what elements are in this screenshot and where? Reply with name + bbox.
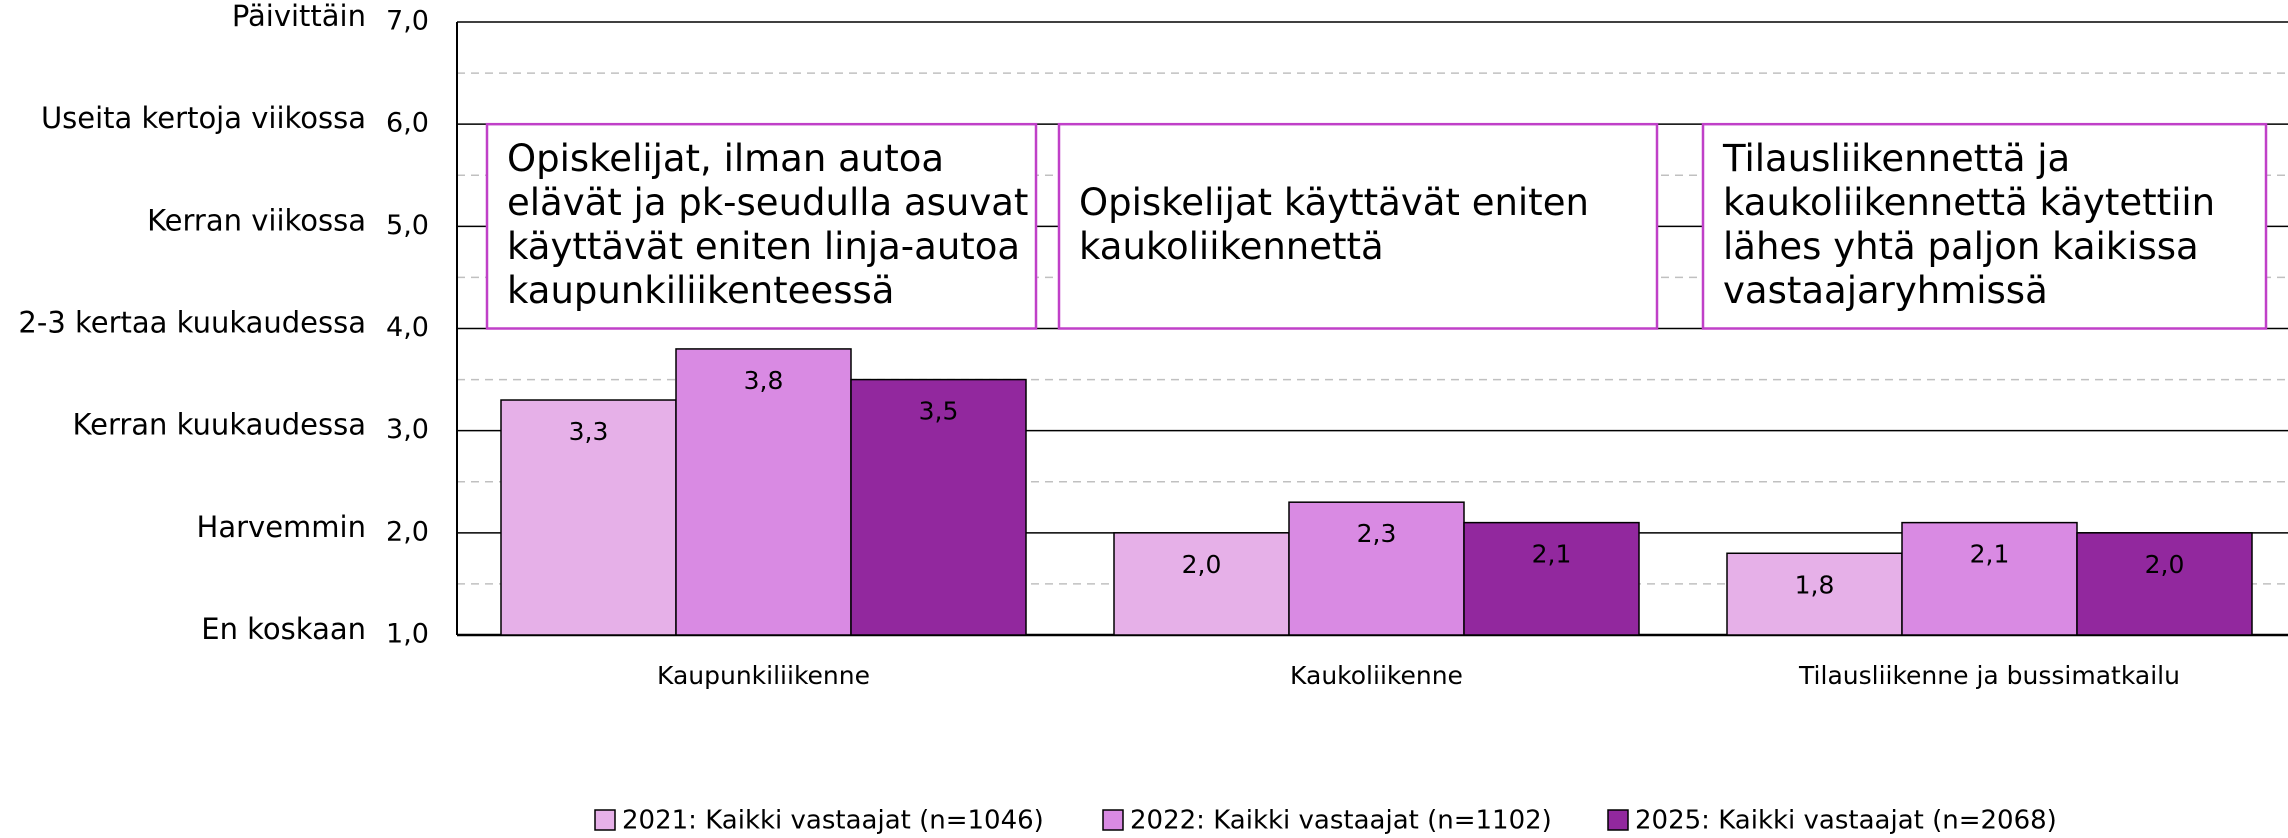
- annotation-text: Tilausliikennettä ja: [1722, 137, 2070, 180]
- x-tick-label: Tilausliikenne ja bussimatkailu: [1798, 661, 2180, 690]
- y-tick-name: Kerran viikossa: [147, 203, 366, 237]
- annotation-text: kaukoliikennettä käytettiin: [1723, 181, 2215, 224]
- annotation-text: Opiskelijat käyttävät eniten: [1079, 181, 1589, 224]
- bar: [1901, 521, 2078, 636]
- annotation-text: Opiskelijat, ilman autoa: [507, 137, 944, 180]
- x-tick-label: Kaupunkiliikenne: [657, 661, 870, 690]
- data-label: 3,8: [744, 366, 784, 395]
- bar: [1288, 501, 1465, 636]
- y-tick-name: Päivittäin: [232, 0, 366, 33]
- x-tick-label: Kaukoliikenne: [1290, 661, 1463, 690]
- annotation-text: kaukoliikennettä: [1079, 225, 1384, 268]
- legend-swatch: [1607, 809, 1629, 831]
- annotation-box: [1057, 122, 1659, 330]
- bar: [675, 348, 852, 636]
- data-label: 2,3: [1357, 519, 1397, 548]
- bar: [2076, 532, 2253, 636]
- data-label: 2,1: [1970, 540, 2010, 569]
- bar: [500, 399, 677, 636]
- legend-label: 2021: Kaikki vastaajat (n=1046): [622, 806, 1044, 836]
- annotation-box: [485, 122, 1038, 330]
- bar: [1726, 552, 1903, 636]
- data-label: 3,5: [919, 397, 959, 426]
- y-tick-label: 2,0: [386, 516, 429, 547]
- bar: [850, 378, 1027, 636]
- data-label: 2,0: [2145, 550, 2185, 579]
- y-tick-label: 1,0: [386, 619, 429, 650]
- data-label: 3,3: [569, 417, 609, 446]
- y-tick-label: 3,0: [386, 414, 429, 445]
- y-tick-name: 2-3 kertaa kuukaudessa: [18, 306, 366, 340]
- annotation-text: lähes yhtä paljon kaikissa: [1723, 225, 2199, 268]
- legend-label: 2025: Kaikki vastaajat (n=2068): [1635, 806, 2057, 836]
- annotation-text: kaupunkiliikenteessä: [507, 269, 894, 312]
- annotation-text: käyttävät eniten linja-autoa: [507, 225, 1020, 268]
- y-tick-name: Useita kertoja viikossa: [41, 101, 366, 135]
- data-label: 2,0: [1182, 550, 1222, 579]
- legend-swatch: [594, 809, 616, 831]
- bar: [1113, 532, 1290, 636]
- annotation-box: [1701, 122, 2268, 330]
- y-tick-label: 7,0: [386, 6, 429, 37]
- y-tick-label: 5,0: [386, 210, 429, 241]
- data-label: 2,1: [1532, 540, 1572, 569]
- data-label: 1,8: [1795, 570, 1835, 599]
- y-tick-name: Harvemmin: [197, 510, 366, 544]
- legend-swatch: [1102, 809, 1124, 831]
- annotation-text: vastaajaryhmissä: [1723, 269, 2048, 312]
- annotation-text: elävät ja pk-seudulla asuvat: [507, 181, 1028, 224]
- legend-label: 2022: Kaikki vastaajat (n=1102): [1130, 806, 1552, 836]
- y-tick-label: 4,0: [386, 312, 429, 343]
- y-tick-name: En koskaan: [201, 612, 366, 646]
- bar: [1463, 521, 1640, 636]
- y-tick-name: Kerran kuukaudessa: [73, 408, 366, 442]
- y-tick-label: 6,0: [386, 108, 429, 139]
